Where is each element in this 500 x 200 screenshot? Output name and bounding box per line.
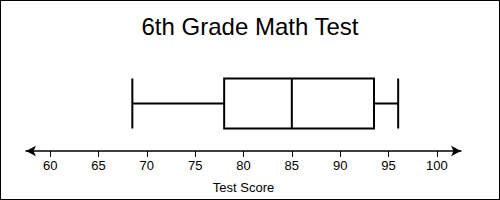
svg-text:100: 100	[426, 158, 448, 173]
svg-text:80: 80	[236, 158, 250, 173]
svg-text:95: 95	[381, 158, 395, 173]
svg-text:Test Score: Test Score	[213, 180, 274, 195]
svg-text:60: 60	[43, 158, 57, 173]
svg-text:65: 65	[91, 158, 105, 173]
svg-text:70: 70	[140, 158, 154, 173]
svg-text:90: 90	[333, 158, 347, 173]
svg-text:85: 85	[285, 158, 299, 173]
svg-text:75: 75	[188, 158, 202, 173]
svg-text:6th Grade Math Test: 6th Grade Math Test	[141, 13, 358, 40]
